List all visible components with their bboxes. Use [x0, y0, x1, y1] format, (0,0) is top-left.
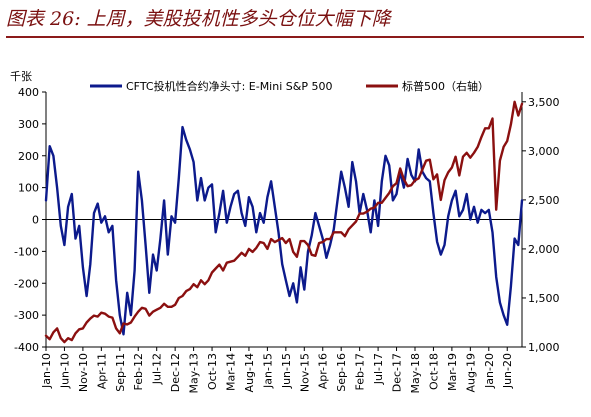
title-rule [6, 36, 584, 38]
x-tick-label: Dec-12 [169, 353, 182, 392]
left-tick-label: 100 [18, 182, 39, 195]
right-axis-ticks: 1,000 1,500 2,000 2,500 3,000 3,500 [522, 96, 560, 354]
left-axis-ticks: -400 -300 -200 -100 0 100 200 300 400 [14, 86, 46, 354]
x-tick-label: Jun-20 [501, 353, 514, 389]
right-tick-label: 1,500 [528, 292, 560, 305]
x-tick-label: Oct-13 [206, 353, 219, 390]
x-tick-label: Nov-15 [298, 353, 311, 392]
right-tick-label: 3,500 [528, 96, 560, 109]
x-tick-label: Dec-17 [391, 353, 404, 392]
series-line-cftc [44, 125, 524, 336]
right-tick-label: 3,000 [528, 145, 560, 158]
axes [45, 92, 523, 348]
x-tick-label: Mar-14 [224, 353, 237, 391]
x-axis-ticks: Jan-10 Jun-10 Nov-10 Apr-11 Sep-11 Feb-12 Jul-… [40, 347, 514, 394]
legend-label-cftc: CFTC投机性合约净头寸: E-Mini S&P 500 [126, 79, 332, 93]
left-tick-label: -300 [14, 309, 39, 322]
x-tick-label: Aug-19 [464, 353, 477, 392]
x-tick-label: Jan-20 [483, 353, 496, 389]
left-tick-label: 200 [18, 150, 39, 163]
x-tick-label: Apr-16 [317, 353, 330, 389]
left-tick-label: -400 [14, 341, 39, 354]
x-tick-label: Jul-17 [372, 353, 385, 385]
x-tick-label: Feb-12 [132, 353, 145, 390]
left-tick-label: -100 [14, 245, 39, 258]
legend-label-spx: 标普500（右轴） [402, 79, 489, 93]
x-tick-label: Jun-10 [58, 353, 71, 389]
x-tick-label: May-13 [188, 353, 201, 394]
right-tick-label: 1,000 [528, 341, 560, 354]
x-tick-label: Aug-14 [243, 353, 256, 392]
right-tick-label: 2,500 [528, 194, 560, 207]
x-tick-label: Apr-11 [95, 353, 108, 389]
left-tick-label: -200 [14, 277, 39, 290]
x-tick-label: Jul-12 [151, 353, 164, 385]
x-tick-label: Jun-15 [280, 353, 293, 389]
x-tick-label: Feb-17 [354, 353, 367, 390]
x-tick-label: Jan-10 [40, 353, 53, 389]
left-tick-label: 300 [18, 118, 39, 131]
x-tick-label: Nov-10 [77, 353, 90, 392]
figure-title: 图表 26: 上周，美股投机性多头仓位大幅下降 [6, 8, 391, 30]
right-tick-label: 2,000 [528, 243, 560, 256]
left-tick-label: 0 [32, 214, 39, 227]
left-axis-unit-label: 千张 [10, 70, 32, 83]
x-tick-label: Oct-18 [427, 353, 440, 390]
x-tick-label: Sep-11 [114, 353, 127, 392]
x-tick-label: Jan-15 [261, 353, 274, 389]
series-line-spx [44, 100, 524, 344]
series-layer [44, 100, 524, 344]
x-tick-label: Sep-16 [335, 353, 348, 392]
x-tick-label: May-18 [409, 353, 422, 394]
legend: CFTC投机性合约净头寸: E-Mini S&P 500 标普500（右轴） [90, 79, 489, 93]
left-tick-label: 400 [18, 86, 39, 99]
x-tick-label: Mar-19 [446, 353, 459, 391]
